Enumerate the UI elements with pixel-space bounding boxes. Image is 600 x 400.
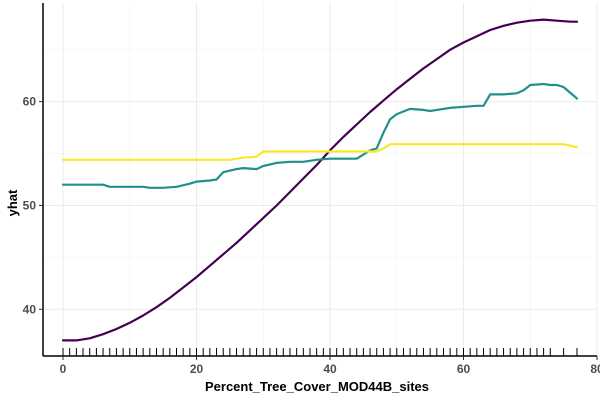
x-tick-label: 20 (190, 362, 204, 376)
series-line-3 (61, 143, 579, 161)
y-tick-label: 40 (23, 302, 37, 316)
x-tick-label: 40 (323, 362, 337, 376)
series-line-2 (61, 82, 579, 189)
y-axis-title: yhat (5, 189, 20, 216)
x-tick-label: 60 (457, 362, 471, 376)
x-tick-label: 0 (60, 362, 67, 376)
y-tick-label: 50 (23, 198, 37, 212)
x-tick-label: 80 (590, 362, 600, 376)
rug (62, 348, 578, 356)
x-axis-title: Percent_Tree_Cover_MOD44B_sites (205, 379, 429, 394)
series (61, 18, 579, 342)
axes: 0 20 40 60 80 40 50 60 (23, 3, 600, 376)
y-tick-label: 60 (23, 95, 37, 109)
grid (43, 3, 598, 356)
series-line-1 (61, 18, 579, 342)
